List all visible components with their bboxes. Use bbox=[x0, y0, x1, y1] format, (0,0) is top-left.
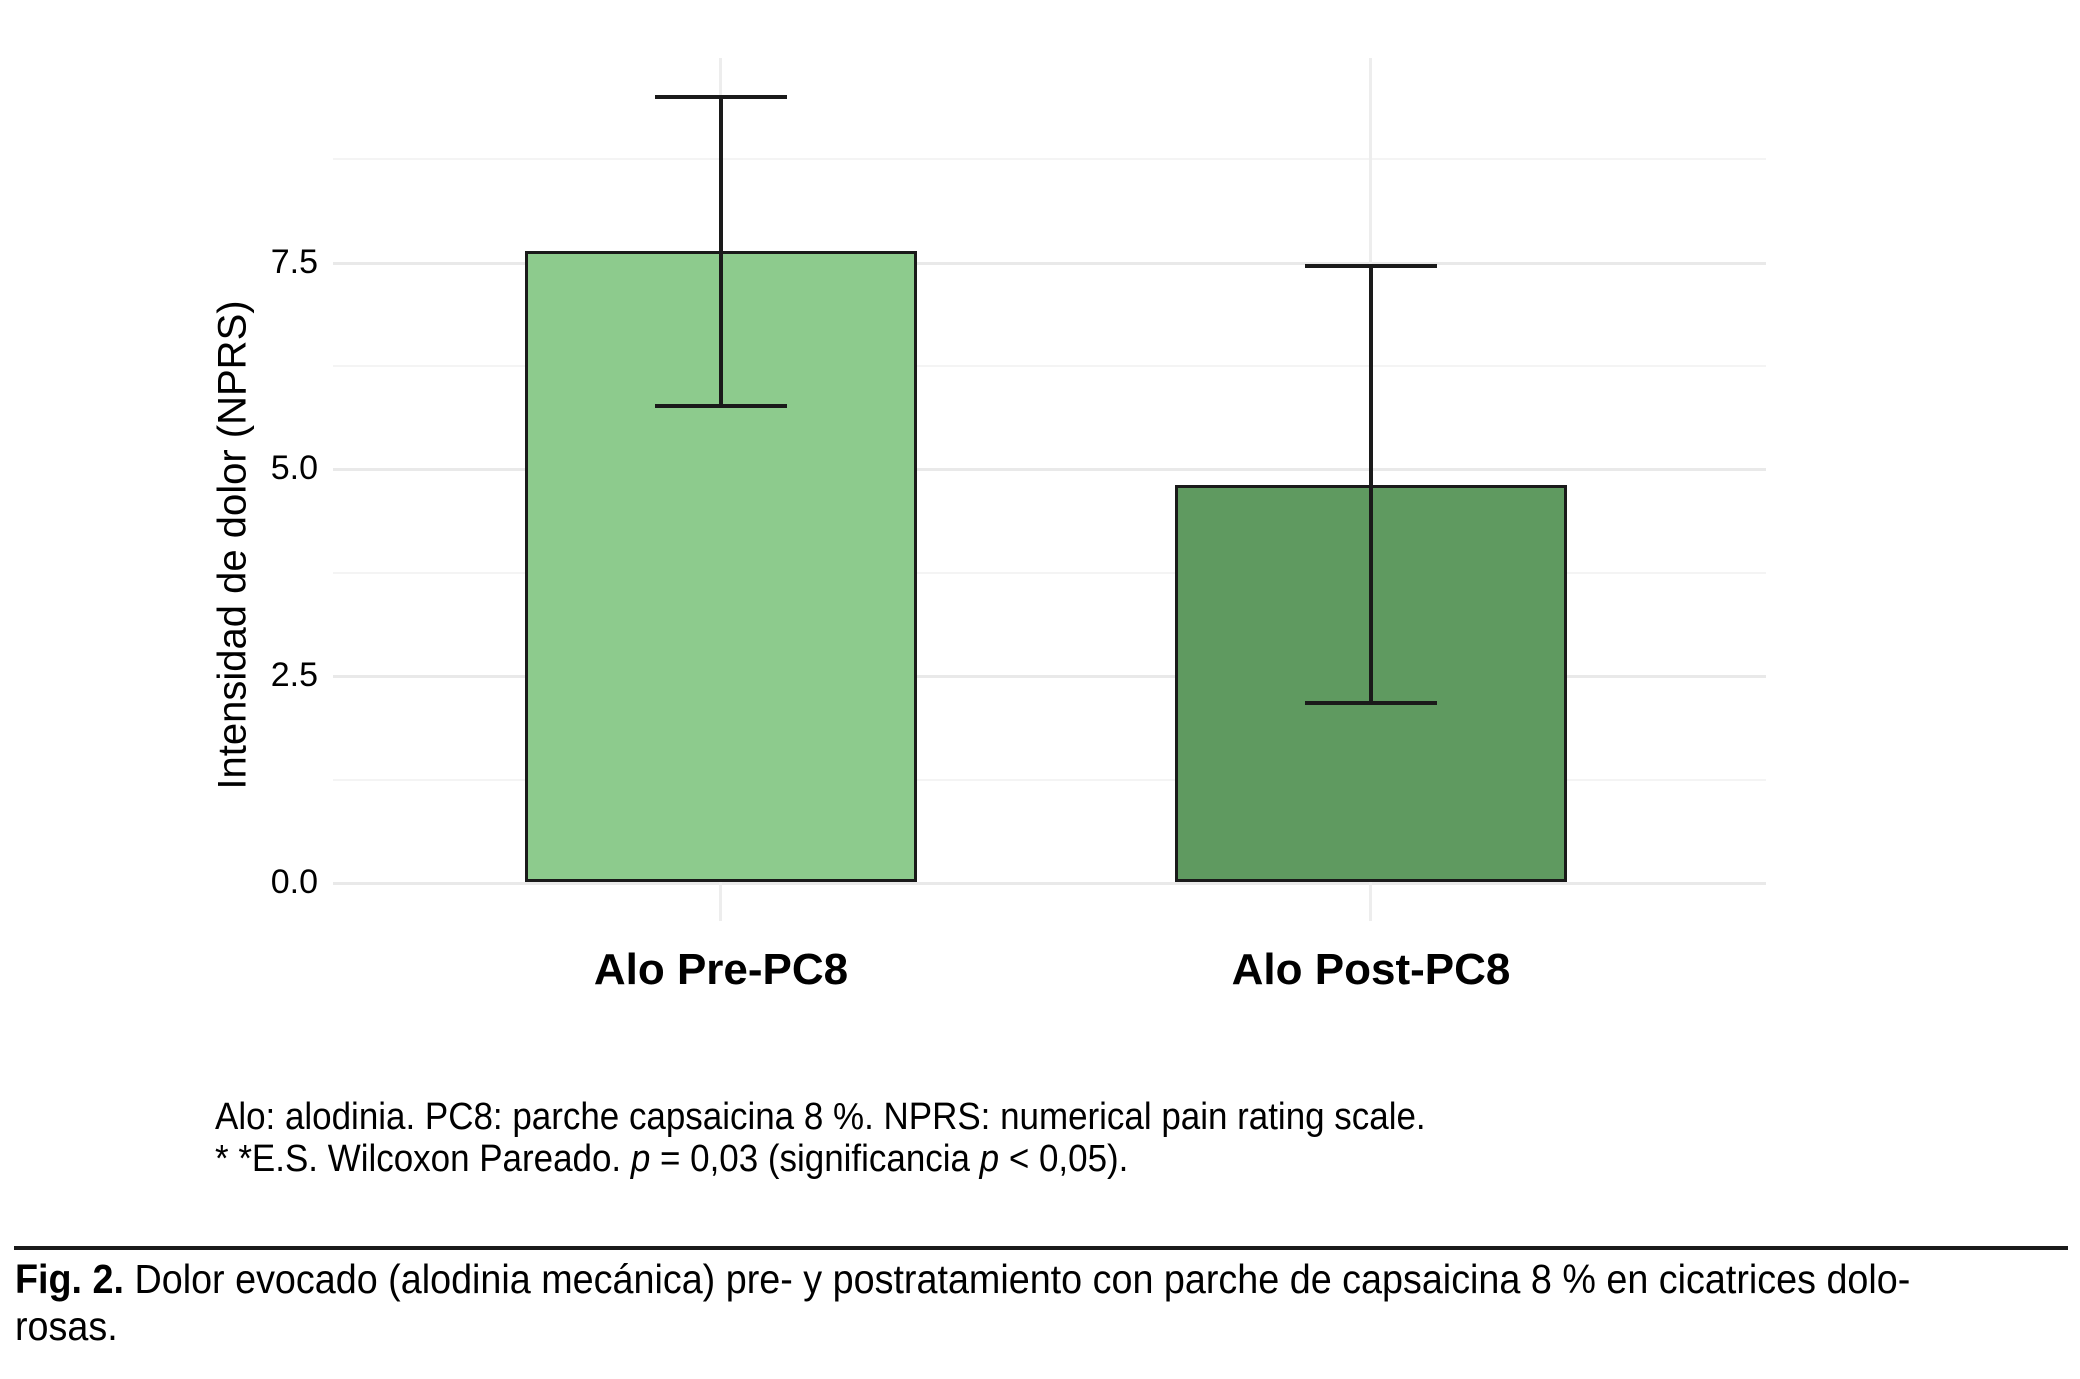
x-category-label-pre: Alo Pre-PC8 bbox=[593, 945, 849, 994]
caption-line-1: Fig. 2. Dolor evocado (alodinia mecánica… bbox=[15, 1256, 1910, 1303]
footnote: Alo: alodinia. PC8: parche capsaicina 8 … bbox=[215, 1096, 1426, 1180]
y-tick-label-7-5: 7.5 bbox=[270, 243, 318, 281]
error-bar-cap-bottom-pre bbox=[655, 404, 787, 408]
footnote-line2-mid: = 0,03 (significancia bbox=[650, 1138, 980, 1180]
y-tick-label-2-5: 2.5 bbox=[270, 656, 318, 694]
x-category-label-post: Alo Post-PC8 bbox=[1231, 945, 1511, 994]
gridline-major-5-0 bbox=[333, 468, 1766, 471]
gridline-minor-1-25 bbox=[333, 779, 1766, 781]
footnote-line2-prefix: * *E.S. Wilcoxon Pareado. bbox=[215, 1138, 631, 1180]
footnote-line-1: Alo: alodinia. PC8: parche capsaicina 8 … bbox=[215, 1096, 1426, 1138]
gridline-minor-3-75 bbox=[333, 572, 1766, 574]
error-bar-line-pre bbox=[719, 97, 723, 406]
error-bar-cap-top-pre bbox=[655, 95, 787, 99]
error-bar-cap-bottom-post bbox=[1305, 701, 1437, 705]
error-bar-line-post bbox=[1369, 266, 1373, 703]
gridline-major-2-5 bbox=[333, 675, 1766, 678]
plot-panel bbox=[333, 58, 1766, 921]
caption-line-2: rosas. bbox=[15, 1303, 118, 1349]
footnote-line-2: * *E.S. Wilcoxon Pareado. p = 0,03 (sign… bbox=[215, 1138, 1426, 1180]
gridline-major-7-5 bbox=[333, 262, 1766, 265]
footnote-p-italic-2: p bbox=[979, 1138, 1000, 1180]
error-bar-cap-top-post bbox=[1305, 264, 1437, 268]
footnote-p-italic-1: p bbox=[630, 1138, 651, 1180]
gridline-major-0-0 bbox=[333, 882, 1766, 885]
caption-line1-text: Dolor evocado (alodinia mecánica) pre- y… bbox=[123, 1256, 1911, 1302]
gridline-minor-6-25 bbox=[333, 365, 1766, 367]
figure-caption: Fig. 2. Dolor evocado (alodinia mecánica… bbox=[15, 1256, 1910, 1350]
gridline-minor-8-75 bbox=[333, 158, 1766, 160]
y-tick-label-5-0: 5.0 bbox=[270, 449, 318, 487]
y-tick-label-0: 0.0 bbox=[270, 863, 318, 901]
y-axis-title: Intensidad de dolor (NPRS) bbox=[210, 300, 255, 790]
caption-divider-rule bbox=[14, 1246, 2068, 1250]
footnote-line2-suffix: < 0,05). bbox=[999, 1138, 1129, 1180]
caption-figure-label: Fig. 2. bbox=[15, 1256, 124, 1302]
